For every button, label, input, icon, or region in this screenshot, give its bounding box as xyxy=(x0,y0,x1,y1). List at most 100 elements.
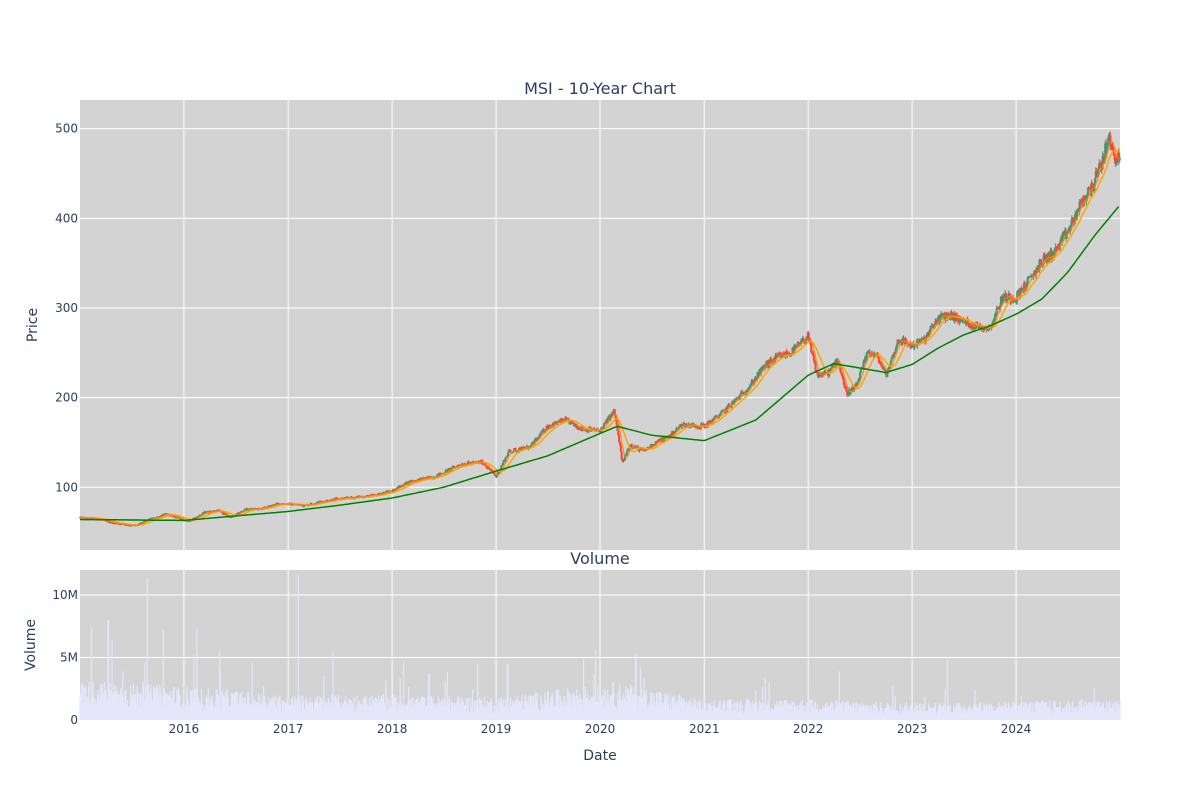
volume-bar xyxy=(117,693,119,720)
candle-body xyxy=(909,342,912,348)
volume-bar xyxy=(946,658,949,720)
volume-bar xyxy=(332,651,334,720)
candle-body xyxy=(734,399,737,401)
candle-body xyxy=(840,371,843,374)
candle-body xyxy=(917,340,920,344)
candle-body xyxy=(982,329,985,331)
candle-body xyxy=(530,442,533,445)
candle-body xyxy=(182,518,185,521)
candle-body xyxy=(246,508,249,511)
volume-bar xyxy=(336,698,338,720)
volume-bar xyxy=(799,701,802,720)
volume-bar xyxy=(424,697,426,720)
candle-body xyxy=(674,430,677,432)
candle-body xyxy=(397,486,400,489)
candle-body xyxy=(315,502,318,504)
candle-body xyxy=(231,516,234,518)
candle-body xyxy=(209,510,212,512)
candle-body xyxy=(520,447,523,451)
candle-body xyxy=(1113,155,1116,160)
candle-body xyxy=(817,374,820,378)
candle-body xyxy=(221,511,224,515)
candle-body xyxy=(565,417,568,420)
volume-bar xyxy=(768,682,770,720)
volume-bar xyxy=(137,692,139,720)
volume-bar xyxy=(806,703,809,720)
x-tick-label: 2022 xyxy=(793,722,824,736)
volume-bar xyxy=(467,698,470,720)
candle-body xyxy=(677,428,680,430)
volume-bar xyxy=(1004,701,1006,720)
candle-body xyxy=(736,397,739,399)
volume-bar xyxy=(779,700,781,720)
volume-bar xyxy=(311,702,314,720)
volume-bar xyxy=(741,704,744,720)
candle-body xyxy=(1063,231,1066,236)
candle-body xyxy=(810,344,813,353)
candle-body xyxy=(959,318,962,320)
candle-body xyxy=(812,355,815,361)
volume-bar xyxy=(709,702,712,720)
candle-body xyxy=(1007,293,1010,298)
candle-body xyxy=(941,313,944,318)
candle-body xyxy=(611,412,614,416)
volume-bar xyxy=(989,703,991,720)
candle-body xyxy=(993,320,996,322)
volume-bar xyxy=(1005,703,1007,720)
candle-body xyxy=(509,450,512,452)
candle-body xyxy=(733,400,736,404)
volume-bar xyxy=(817,703,819,720)
volume-bar xyxy=(630,684,632,720)
candle-body xyxy=(963,318,966,323)
candle-body xyxy=(109,522,112,524)
volume-bar xyxy=(790,705,792,720)
volume-bar xyxy=(371,695,373,720)
candle-body xyxy=(1050,250,1053,260)
candle-body xyxy=(993,314,996,321)
candle-body xyxy=(923,337,926,340)
candle-body xyxy=(761,367,764,370)
volume-bar xyxy=(122,671,124,720)
candle-body xyxy=(1112,150,1115,156)
candle-body xyxy=(491,470,494,472)
candle-body xyxy=(748,386,751,388)
candle-body xyxy=(504,457,507,462)
volume-bar xyxy=(826,702,828,720)
candle-body xyxy=(696,426,699,428)
volume-bar xyxy=(483,696,486,720)
volume-bars[interactable] xyxy=(79,575,1121,720)
volume-bar xyxy=(449,695,451,720)
volume-bar xyxy=(88,681,90,720)
candle-body xyxy=(747,389,750,391)
volume-bar xyxy=(148,692,150,720)
candle-body xyxy=(741,391,744,395)
candle-body xyxy=(934,321,937,325)
candle-body xyxy=(850,389,853,391)
candle-body xyxy=(618,434,621,442)
volume-bar xyxy=(219,669,221,720)
candle-body xyxy=(856,382,859,386)
candle-body xyxy=(913,345,916,348)
candle-body xyxy=(886,372,889,378)
candle-body xyxy=(638,448,641,452)
candle-body xyxy=(832,364,835,368)
volume-bar xyxy=(738,703,740,720)
candle-body xyxy=(606,417,609,424)
candle-body xyxy=(829,369,832,372)
candle-body xyxy=(795,346,798,348)
volume-bar xyxy=(924,696,926,720)
candle-body xyxy=(863,361,866,363)
candle-body xyxy=(774,355,777,361)
candle-body xyxy=(739,393,742,400)
candle-body xyxy=(518,448,521,451)
candle-body xyxy=(882,367,885,371)
candle-body xyxy=(925,334,928,337)
volume-bar xyxy=(728,699,730,720)
volume-bar xyxy=(1037,701,1039,720)
candle-body xyxy=(865,352,868,361)
candle-body xyxy=(680,424,683,428)
candle-body xyxy=(79,517,81,519)
volume-bar xyxy=(557,689,560,720)
volume-bar xyxy=(536,692,539,720)
